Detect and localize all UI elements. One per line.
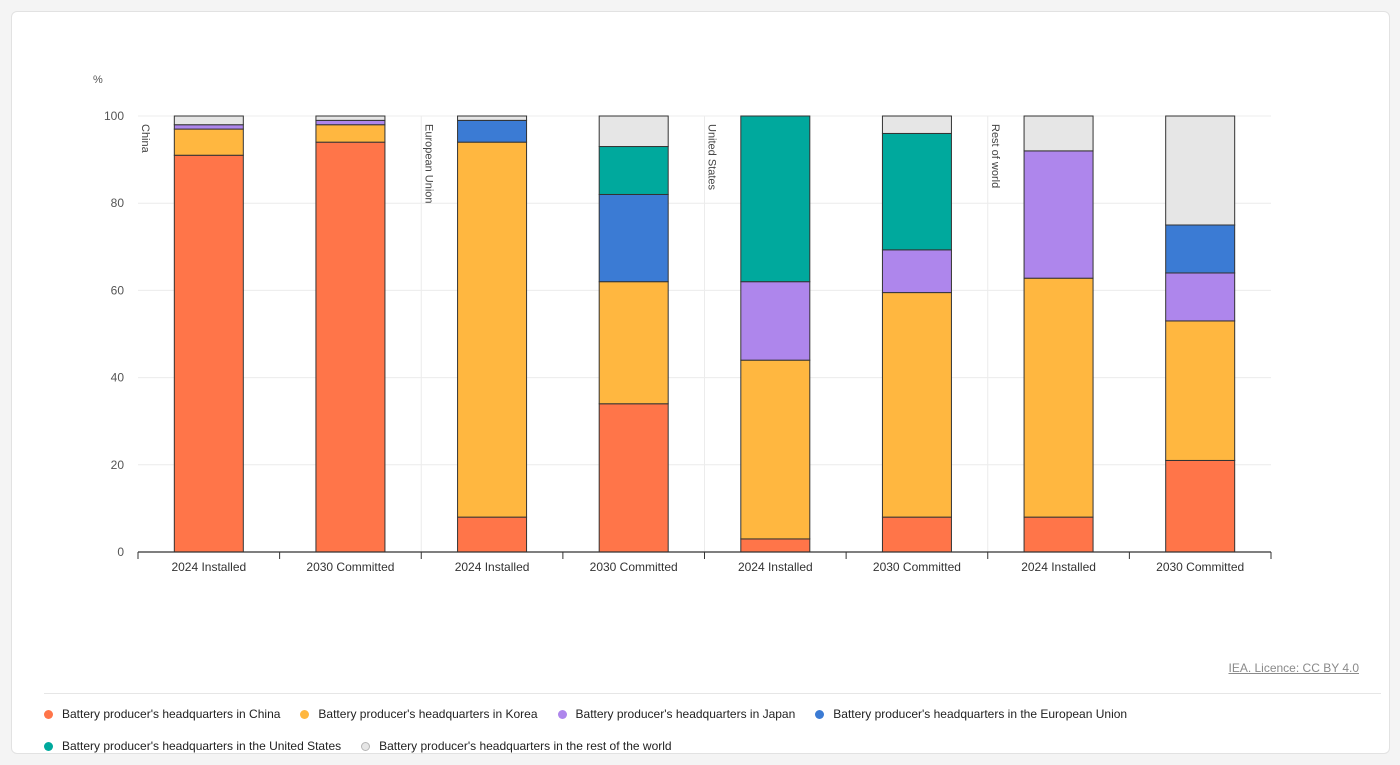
bar-segment — [881, 516, 952, 553]
y-tick-label: 0 — [117, 545, 124, 559]
bar-segment — [1165, 115, 1236, 226]
bar-segment — [315, 119, 386, 126]
group-label: Rest of world — [989, 124, 1001, 188]
bar-segment — [1023, 277, 1094, 518]
group-label: China — [139, 124, 151, 154]
bar-segment — [457, 516, 528, 553]
y-axis-label: % — [93, 74, 103, 86]
bar-segment — [1165, 272, 1236, 322]
legend-item[interactable]: Battery producer's headquarters in Japan — [557, 706, 796, 722]
bar-segment — [598, 146, 669, 195]
legend-label: Battery producer's headquarters in the E… — [833, 707, 1128, 721]
bar-segment — [1023, 115, 1094, 152]
bar-segment — [740, 538, 811, 553]
bar-segment — [881, 249, 952, 294]
bar-segment — [1165, 320, 1236, 461]
bar-segment — [315, 124, 386, 143]
chart-card: 0 20 40 60 80 100% China European Union United S… — [11, 11, 1390, 754]
legend-item[interactable]: Battery producer's headquarters in China — [44, 706, 280, 722]
x-tick-label: 2024 Installed — [738, 560, 813, 574]
legend-item[interactable]: Battery producer's headquarters in Korea — [300, 706, 538, 722]
y-tick-label: 20 — [111, 458, 125, 472]
x-tick-label: 2030 Committed — [873, 560, 961, 574]
bar-segment — [740, 281, 811, 361]
legend-item[interactable]: Battery producer's headquarters in the U… — [44, 738, 341, 754]
bar-segment — [173, 115, 244, 126]
bar-segment — [457, 115, 528, 121]
legend-label: Battery producer's headquarters in Korea — [318, 707, 538, 721]
bar-segment — [598, 193, 669, 283]
bar-segment — [740, 115, 811, 283]
bar-segment — [315, 115, 386, 121]
bar-segment — [598, 115, 669, 148]
y-tick-label: 40 — [111, 371, 125, 385]
legend-label: Battery producer's headquarters in the r… — [379, 739, 672, 753]
legend-item[interactable]: Battery producer's headquarters in the E… — [815, 706, 1127, 722]
legend-dot-icon — [44, 741, 53, 751]
y-tick-label: 60 — [111, 283, 125, 297]
bar-segment — [1165, 459, 1236, 553]
x-tick-label: 2030 Committed — [1156, 560, 1244, 574]
bar-segment — [740, 359, 811, 540]
legend-item[interactable]: Battery producer's headquarters in the r… — [361, 738, 672, 754]
bar-segment — [315, 141, 386, 553]
x-tick-label: 2030 Committed — [306, 560, 394, 574]
bar-segment — [881, 292, 952, 518]
legend-label: Battery producer's headquarters in the U… — [62, 739, 342, 753]
x-tick-label: 2030 Committed — [590, 560, 678, 574]
bar-segment — [173, 154, 244, 553]
bar-segment — [173, 128, 244, 156]
bar-segment — [1165, 224, 1236, 274]
bar-segment — [881, 115, 952, 134]
bar-segment — [881, 132, 952, 251]
y-tick-label: 80 — [111, 196, 125, 210]
licence-link[interactable]: IEA. Licence: CC BY 4.0 — [1228, 661, 1359, 675]
legend-dot-icon — [815, 709, 825, 719]
bar-segment — [598, 281, 669, 405]
legend-dot-icon — [557, 709, 567, 719]
x-tick-label: 2024 Installed — [1021, 560, 1096, 574]
legend: Battery producer's headquarters in China… — [44, 706, 1344, 754]
stacked-bar-chart: 0 20 40 60 80 100% China European Union United S… — [93, 74, 1272, 574]
bar-segment — [457, 141, 528, 518]
y-tick-label: 100 — [104, 109, 124, 123]
legend-dot-icon — [300, 709, 310, 719]
bar-segment — [457, 119, 528, 143]
bar-segment — [1023, 516, 1094, 553]
group-label: United States — [706, 124, 718, 191]
bar-segment — [1023, 150, 1094, 279]
group-label: European Union — [422, 124, 434, 204]
legend-dot-icon — [361, 741, 371, 751]
x-tick-label: 2024 Installed — [171, 560, 246, 574]
bar-segment — [173, 124, 244, 130]
legend-divider — [44, 693, 1381, 694]
legend-label: Battery producer's headquarters in China — [62, 707, 281, 721]
legend-label: Battery producer's headquarters in Japan — [575, 707, 796, 721]
x-tick-label: 2024 Installed — [455, 560, 530, 574]
legend-dot-icon — [44, 709, 53, 719]
bar-segment — [598, 403, 669, 553]
